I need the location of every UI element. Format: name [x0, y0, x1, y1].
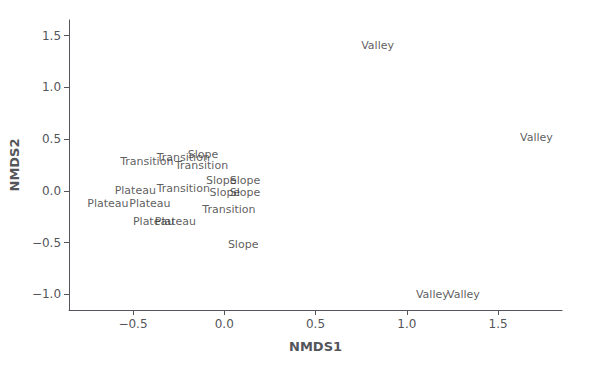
- svg-text:Valley: Valley: [447, 288, 480, 301]
- svg-text:−1.0: −1.0: [32, 287, 61, 301]
- svg-text:Slope: Slope: [209, 186, 241, 200]
- svg-text:Valley: Valley: [416, 288, 449, 301]
- svg-text:0.0: 0.0: [215, 317, 234, 331]
- svg-text:Plateau: Plateau: [155, 215, 196, 228]
- svg-text:1.0: 1.0: [42, 80, 61, 94]
- svg-text:Plateau: Plateau: [115, 184, 156, 197]
- svg-text:1.5: 1.5: [42, 29, 61, 43]
- svg-text:1.5: 1.5: [489, 317, 508, 331]
- svg-text:Transition: Transition: [201, 203, 255, 216]
- svg-text:Slope: Slope: [230, 186, 261, 199]
- svg-text:NMDS2: NMDS2: [7, 138, 22, 191]
- svg-text:0.0: 0.0: [42, 184, 61, 198]
- svg-text:Transition: Transition: [174, 159, 228, 172]
- svg-text:Plateau: Plateau: [87, 197, 128, 210]
- svg-text:−0.5: −0.5: [118, 317, 147, 331]
- svg-text:Slope: Slope: [228, 238, 259, 251]
- svg-text:Valley: Valley: [520, 131, 553, 144]
- svg-text:Valley: Valley: [361, 39, 394, 52]
- svg-text:Slope: Slope: [230, 174, 261, 187]
- svg-text:Transition: Transition: [119, 155, 173, 168]
- svg-text:0.5: 0.5: [42, 132, 61, 146]
- svg-text:−0.5: −0.5: [32, 236, 61, 250]
- svg-text:Slope: Slope: [206, 174, 237, 187]
- svg-text:0.5: 0.5: [306, 317, 325, 331]
- svg-text:NMDS1: NMDS1: [289, 339, 342, 354]
- svg-text:Plateau: Plateau: [129, 197, 170, 210]
- svg-text:Plateau: Plateau: [132, 215, 175, 229]
- svg-text:Transition: Transition: [156, 182, 210, 195]
- svg-text:1.0: 1.0: [397, 317, 416, 331]
